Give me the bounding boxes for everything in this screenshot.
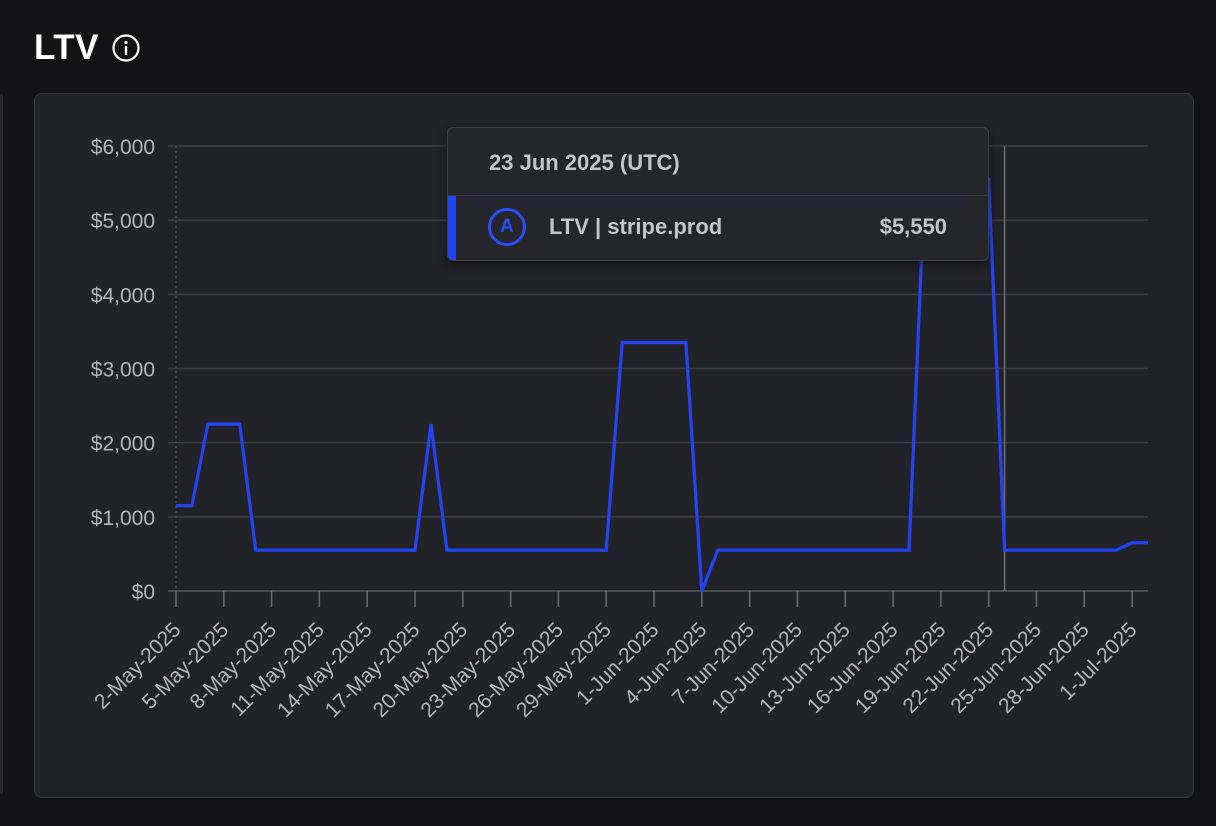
x-axis: 2-May-20255-May-20258-May-202511-May-202…: [90, 591, 1142, 722]
series-badge: A: [488, 208, 526, 246]
tooltip-series-row: A LTV | stripe.prod $5,550: [448, 196, 988, 260]
grid-lines: [168, 145, 1148, 592]
chart-card: $0 $1,000 $2,000 $3,000 $4,000 $5,000 $6,000 2…: [34, 93, 1194, 798]
y-axis: $0 $1,000 $2,000 $3,000 $4,000 $5,000 $6,000: [91, 136, 155, 604]
info-circle-icon[interactable]: [111, 33, 141, 63]
page-title: LTV: [34, 28, 100, 67]
y-tick-label: $6,000: [91, 136, 155, 159]
y-tick-label: $5,000: [91, 210, 155, 233]
tooltip-date: 23 Jun 2025 (UTC): [489, 150, 680, 175]
y-tick-label: $4,000: [91, 284, 155, 307]
side-panel-edge: [0, 94, 3, 794]
series-color-bar: [448, 196, 456, 260]
tooltip-divider: [448, 195, 988, 196]
chart-header: LTV: [34, 26, 141, 70]
y-tick-label: $0: [132, 581, 155, 604]
ltv-line-chart[interactable]: $0 $1,000 $2,000 $3,000 $4,000 $5,000 $6,000 2…: [35, 94, 1194, 798]
chart-tooltip: 23 Jun 2025 (UTC) A LTV | stripe.prod $5…: [447, 127, 989, 261]
y-tick-label: $3,000: [91, 359, 155, 382]
y-tick-label: $1,000: [91, 507, 155, 530]
tooltip-series-value: $5,550: [879, 214, 947, 239]
tooltip-series-name: LTV | stripe.prod: [549, 214, 723, 239]
y-tick-label: $2,000: [91, 433, 155, 456]
